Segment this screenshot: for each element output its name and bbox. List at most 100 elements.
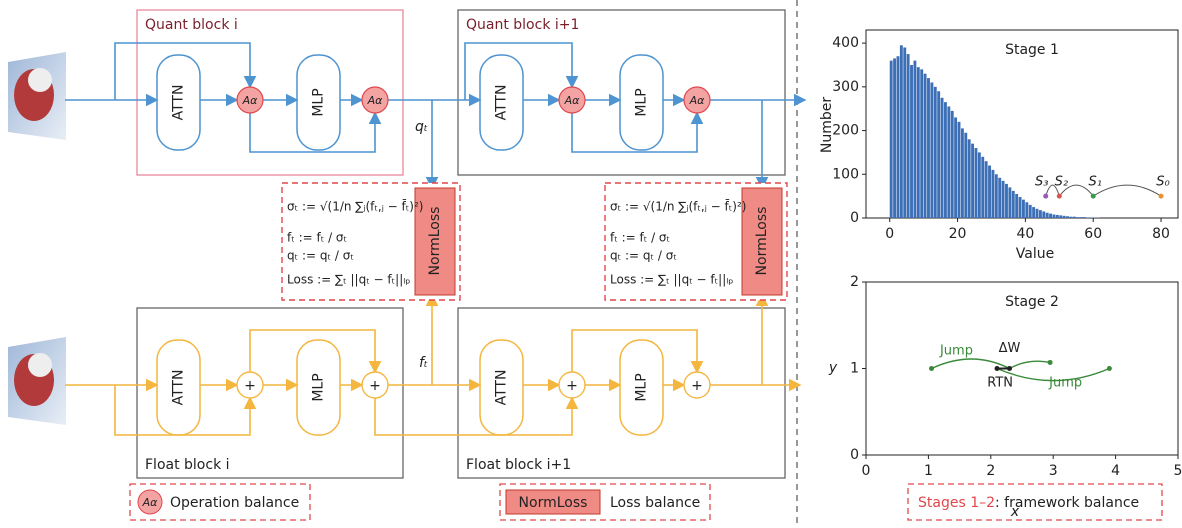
annotation: ΔW (999, 341, 1021, 356)
bar (1066, 216, 1069, 218)
y-tick-label: 0 (850, 447, 859, 463)
x-axis-label: x (1010, 504, 1020, 520)
bar (1019, 197, 1022, 218)
x-tick-label: 60 (1084, 226, 1102, 242)
module-label: ATTN (171, 370, 187, 406)
bar (1063, 216, 1066, 218)
bar (1002, 181, 1005, 218)
bar (1076, 217, 1079, 218)
point-label: S₀ (1156, 175, 1170, 190)
normloss-label: NormLoss (754, 207, 770, 276)
x-tick-label: 20 (949, 226, 967, 242)
bar (1036, 209, 1039, 218)
bar (897, 56, 900, 218)
point (1043, 194, 1048, 199)
formula: fₜ := fₜ / σₜ (610, 231, 670, 245)
point (995, 366, 1000, 371)
bar (981, 157, 984, 218)
bar (951, 111, 954, 218)
bar (917, 67, 920, 218)
bar (1049, 214, 1052, 218)
legend-label: Stages 1–2: framework balance (918, 495, 1139, 511)
point (1048, 360, 1053, 365)
y-tick-label: 0 (850, 210, 859, 226)
legend-label: Loss balance (610, 495, 700, 511)
signal-label: fₜ (419, 355, 428, 371)
module-label: MLP (634, 88, 650, 116)
bar (947, 107, 950, 218)
bar (1073, 217, 1076, 218)
bar (941, 98, 944, 218)
bar (954, 117, 957, 218)
x-tick-label: 80 (1152, 226, 1170, 242)
bar (1080, 217, 1083, 218)
op-label: Aα (564, 94, 581, 107)
bar (934, 87, 937, 218)
bar (1025, 202, 1028, 218)
x-tick-label: 4 (1111, 463, 1120, 479)
op-label: + (566, 378, 578, 394)
bar (995, 174, 998, 218)
op-label: Aα (367, 94, 384, 107)
bar (991, 170, 994, 218)
formula: qₜ := qₜ / σₜ (287, 249, 354, 263)
op-label: Aα (242, 94, 259, 107)
y-tick-label: 200 (832, 123, 859, 139)
op-label: + (369, 378, 381, 394)
formula: Loss := ∑ₜ ||qₜ − fₜ||ₗₚ (287, 273, 410, 287)
bar (920, 69, 923, 218)
point (1159, 194, 1164, 199)
bar (998, 178, 1001, 218)
x-tick-label: 0 (862, 463, 871, 479)
legend-highlight: Stages 1–2 (918, 495, 995, 511)
bar (944, 102, 947, 218)
y-axis-label: y (828, 360, 838, 376)
bar (975, 148, 978, 218)
bar (1012, 191, 1015, 218)
annotation: RTN (987, 376, 1013, 391)
bar (1069, 217, 1072, 218)
bar (1083, 217, 1086, 218)
y-tick-label: 100 (832, 166, 859, 182)
x-tick-label: 0 (885, 226, 894, 242)
annotation: Jump (939, 344, 973, 359)
normloss-label: NormLoss (427, 207, 443, 276)
op-label: Aα (689, 94, 706, 107)
point-label: S₃ (1035, 175, 1048, 190)
op-label: + (691, 378, 703, 394)
bar (913, 61, 916, 218)
y-tick-label: 2 (850, 274, 859, 290)
bar (1029, 205, 1032, 218)
path-arc (1093, 185, 1161, 196)
x-tick-label: 3 (1049, 463, 1058, 479)
bar (910, 65, 913, 218)
y-tick-label: 400 (832, 35, 859, 51)
bar (1039, 210, 1042, 218)
point (1091, 194, 1096, 199)
point (929, 366, 934, 371)
normloss-label: NormLoss (519, 495, 588, 511)
module-label: MLP (634, 373, 650, 401)
bar (968, 139, 971, 218)
point (1107, 366, 1112, 371)
op-label: Aα (142, 496, 159, 509)
x-tick-label: 2 (986, 463, 995, 479)
point (1007, 366, 1012, 371)
figure: Quant block iQuant block i+1Float block … (0, 0, 1182, 528)
bar (964, 133, 967, 218)
block-label: Quant block i+1 (466, 17, 579, 33)
bar (961, 128, 964, 218)
bar (900, 45, 903, 218)
module-label: ATTN (171, 85, 187, 121)
x-tick-label: 5 (1174, 463, 1182, 479)
bar (890, 61, 893, 218)
bar (985, 161, 988, 218)
x-axis-label: Value (1016, 246, 1054, 262)
bar (1032, 207, 1035, 218)
bar (937, 91, 940, 218)
formula: Loss := ∑ₜ ||qₜ − fₜ||ₗₚ (610, 273, 733, 287)
formula: σₜ := √(1/n ∑ⱼ(fₜ,ⱼ − f̄ₜ)²) (610, 199, 746, 213)
bar (971, 144, 974, 218)
signal-label: qₜ (415, 119, 428, 135)
arrow (375, 398, 572, 435)
